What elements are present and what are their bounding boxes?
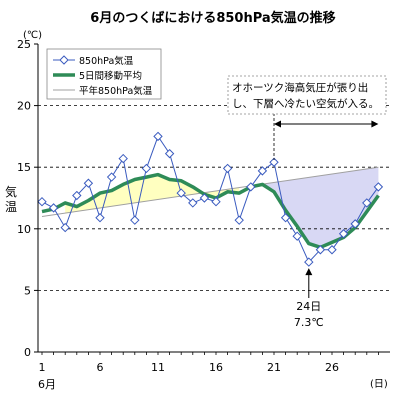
- min-pointer-head: [305, 268, 313, 276]
- legend-label-avg: 5日間移動平均: [79, 70, 142, 82]
- series-normal-line: [41, 166, 379, 217]
- temperature-point-day-1: [37, 196, 47, 207]
- annotation-text-line-2: し、下層へ冷たい空気が入る。: [232, 97, 379, 110]
- temperature-point-day-15: [199, 193, 210, 203]
- y-tick-label-10: 10: [17, 223, 31, 236]
- temperature-point-day-30: [373, 182, 384, 192]
- temperature-point-day-23: [292, 231, 302, 241]
- temperature-point-day-5: [83, 178, 94, 188]
- legend: 850hPa気温 5日間移動平均 平年850hPa気温: [46, 48, 162, 100]
- y-tick-label-15: 15: [17, 161, 31, 174]
- x-tick-label-16: 16: [209, 361, 223, 374]
- series-moving-average-line: [41, 172, 380, 250]
- temperature-point-day-14: [188, 198, 198, 208]
- temperature-point-day-27: [338, 229, 349, 239]
- legend-marker-temp: [59, 55, 69, 65]
- temperature-point-day-24: [304, 257, 314, 267]
- temperature-point-day-3: [60, 222, 70, 233]
- y-axis-label-char-2: 温: [5, 200, 17, 214]
- temperature-point-day-2: [48, 203, 59, 213]
- temperature-point-day-16: [211, 196, 221, 207]
- temperature-point-day-8: [118, 153, 128, 164]
- chart-title: 6月のつくばにおける850hPa気温の推移: [90, 10, 335, 26]
- series-layer: [37, 131, 384, 267]
- shaded-region-1: [65, 174, 240, 214]
- grid-layer: [38, 105, 390, 291]
- temperature-point-day-25: [315, 245, 326, 255]
- period-arrow-head-left: [274, 120, 281, 128]
- y-unit-label: (℃): [23, 30, 42, 41]
- temperature-point-day-17: [222, 163, 233, 174]
- temperature-point-day-28: [350, 219, 360, 229]
- y-tick-label-5: 5: [24, 284, 31, 297]
- y-tick-label-20: 20: [17, 100, 31, 113]
- y-axis-label-char-1: 気: [5, 184, 17, 199]
- temperature-point-day-12: [164, 148, 175, 159]
- shading-layer: [65, 167, 379, 248]
- legend-label-temp: 850hPa気温: [79, 55, 134, 67]
- temperature-point-day-21: [269, 157, 279, 167]
- annotation-text-line-1: オホーツク海高気圧が張り出: [232, 81, 368, 94]
- x-tick-label-26: 26: [325, 361, 339, 374]
- x-tick-label-21: 21: [267, 361, 281, 374]
- temperature-point-day-9: [130, 215, 140, 225]
- shaded-region-2: [262, 167, 379, 248]
- y-axis-label: 気 温: [5, 184, 17, 214]
- temperature-point-day-22: [280, 213, 291, 223]
- temperature-point-day-29: [362, 198, 372, 208]
- temperature-point-day-13: [176, 188, 186, 198]
- temperature-point-day-18: [234, 215, 244, 225]
- temperature-point-day-4: [72, 190, 82, 201]
- temperature-point-day-6: [95, 213, 105, 223]
- x-tick-label-6: 6: [97, 361, 104, 374]
- temperature-point-day-26: [327, 245, 337, 255]
- legend-label-normal: 平年850hPa気温: [79, 85, 153, 97]
- x-unit-label: (日): [370, 379, 388, 390]
- temperature-point-day-10: [141, 163, 152, 174]
- temperature-point-day-11: [153, 131, 163, 142]
- annotation-box: [227, 75, 387, 115]
- x-tick-label-11: 11: [151, 361, 165, 374]
- x-month-label: 6月: [38, 378, 56, 391]
- min-label-value: 7.3℃: [294, 316, 324, 329]
- y-tick-label-25: 25: [17, 38, 31, 51]
- temperature-point-day-19: [246, 182, 256, 192]
- y-tick-label-0: 0: [24, 346, 31, 359]
- x-tick-label-1: 1: [39, 361, 46, 374]
- period-arrow-head-right: [371, 120, 379, 128]
- temperature-point-day-7: [106, 172, 117, 182]
- min-label-day: 24日: [296, 300, 321, 313]
- temperature-point-day-20: [257, 166, 268, 176]
